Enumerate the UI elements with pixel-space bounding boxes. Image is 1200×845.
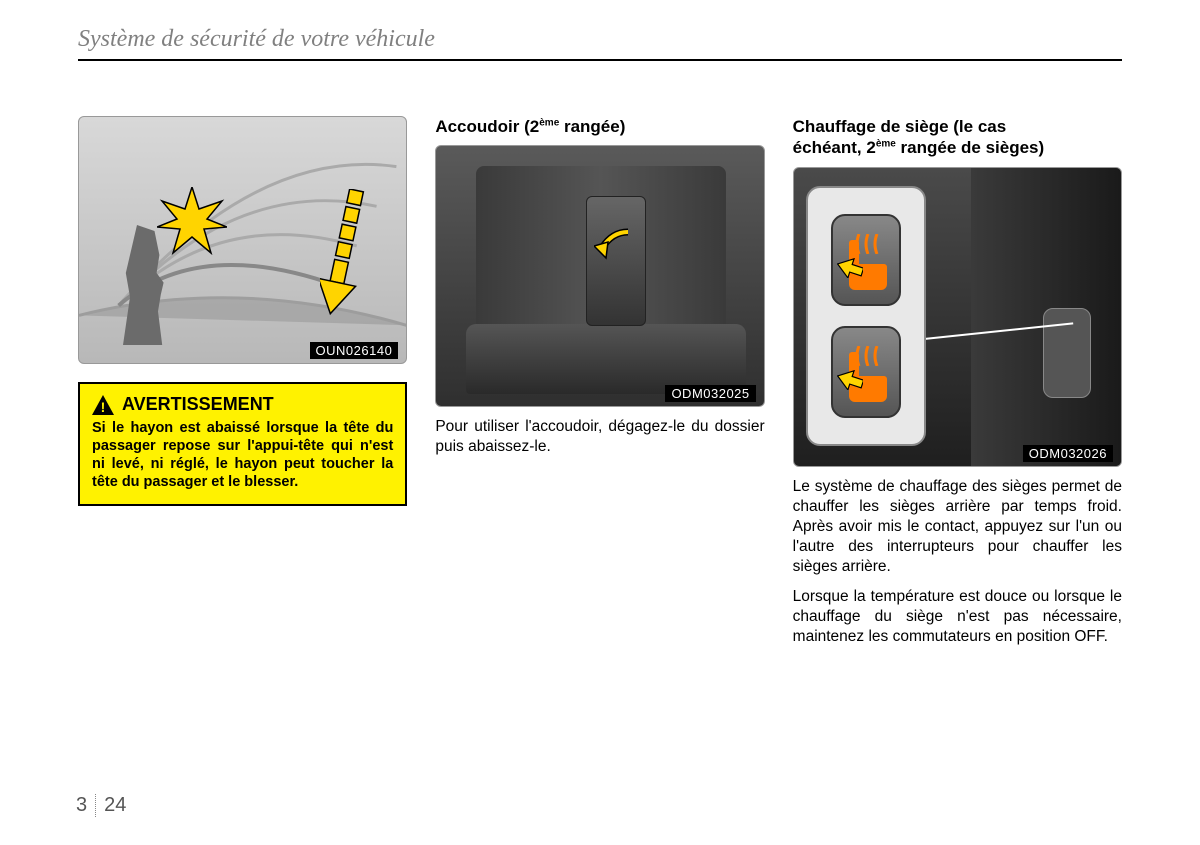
warning-title-row: ! AVERTISSEMENT — [92, 394, 393, 415]
content-columns: OUN026140 ! AVERTISSEMENT Si le hayon es… — [78, 116, 1122, 648]
heading-text-post: rangée) — [559, 117, 625, 136]
seat-heater-body-1: Le système de chauffage des sièges perme… — [793, 477, 1122, 578]
armrest-body-text: Pour utiliser l'accoudoir, dégagez-le du… — [435, 417, 764, 457]
impact-star-icon — [157, 187, 227, 257]
figure-seat-heater: ODM032026 — [793, 167, 1122, 467]
figure-code: ODM032025 — [665, 385, 755, 402]
press-arrow-icon — [837, 258, 863, 278]
figure-code: OUN026140 — [310, 342, 399, 359]
warning-title-text: AVERTISSEMENT — [122, 394, 274, 415]
heading-line2-pre: échéant, 2 — [793, 138, 876, 157]
page-title: Système de sécurité de votre véhicule — [78, 26, 435, 52]
callout-panel — [806, 186, 926, 446]
warning-box: ! AVERTISSEMENT Si le hayon est abaissé … — [78, 382, 407, 506]
seat-heater-button-top — [831, 214, 901, 306]
column-right: Chauffage de siège (le cas échéant, 2ème… — [793, 116, 1122, 648]
arrow-down-icon — [320, 189, 366, 319]
chapter-number: 3 — [76, 794, 96, 817]
figure-hatch-warning: OUN026140 — [78, 116, 407, 364]
armrest-arrow-icon — [594, 226, 634, 266]
column-left: OUN026140 ! AVERTISSEMENT Si le hayon es… — [78, 116, 407, 648]
figure-code: ODM032026 — [1023, 445, 1113, 462]
warning-body-text: Si le hayon est abaissé lorsque la tête … — [92, 419, 393, 492]
press-arrow-icon — [837, 370, 863, 390]
page-footer: 3 24 — [76, 794, 126, 817]
page-header: Système de sécurité de votre véhicule — [78, 26, 1122, 61]
column-middle: Accoudoir (2ème rangée) ODM032025 Pour u… — [435, 116, 764, 648]
seat-heater-body-2: Lorsque la température est douce ou lors… — [793, 587, 1122, 647]
heading-sup: ème — [539, 117, 559, 128]
heading-text: Accoudoir (2 — [435, 117, 539, 136]
door-switch-pod — [1043, 308, 1091, 398]
heading-line2-post: rangée de sièges) — [896, 138, 1044, 157]
seat-cushion-shape — [466, 324, 746, 394]
svg-text:!: ! — [101, 399, 106, 415]
seat-heater-button-bottom — [831, 326, 901, 418]
seat-heater-heading: Chauffage de siège (le cas échéant, 2ème… — [793, 116, 1122, 159]
heading-sup: ème — [876, 139, 896, 150]
warning-triangle-icon: ! — [92, 395, 114, 415]
figure-armrest: ODM032025 — [435, 145, 764, 407]
heading-line1: Chauffage de siège (le cas — [793, 117, 1007, 136]
armrest-heading: Accoudoir (2ème rangée) — [435, 116, 764, 137]
page-number: 24 — [96, 794, 126, 817]
